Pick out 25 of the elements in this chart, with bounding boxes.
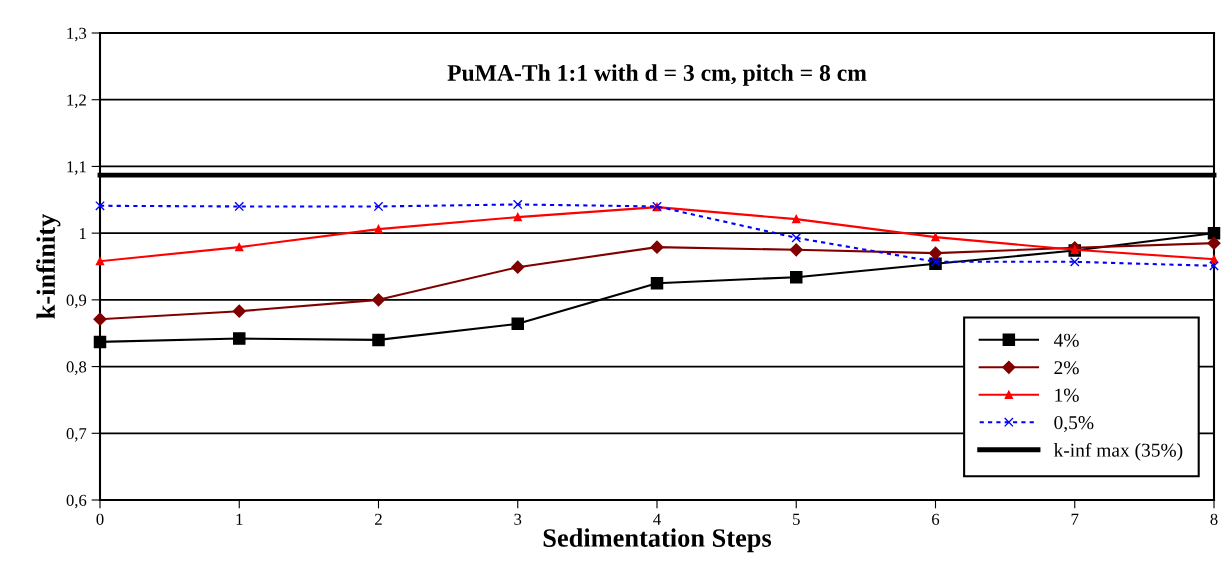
y-tick-label: 1,3 [67, 27, 87, 42]
legend-label: 0,5% [1054, 416, 1094, 433]
y-axis-title: k-infinity [36, 213, 61, 319]
legend-label: k-inf max (35%) [1053, 442, 1183, 461]
x-tick-label: 0 [96, 513, 104, 525]
y-tick-label: 0,7 [66, 427, 87, 442]
legend-label: 1% [1055, 388, 1079, 402]
y-tick-label: 0,8 [66, 361, 87, 375]
x-tick-label: 1 [236, 513, 243, 525]
x-tick-label: 7 [1071, 513, 1079, 525]
x-tick-label: 2 [375, 513, 382, 525]
x-tick-label: 8 [1210, 513, 1218, 525]
y-tick-label: 1,2 [67, 94, 86, 109]
y-tick-label: 1 [79, 227, 86, 239]
x-axis-title: Sedimentation Steps [543, 528, 772, 553]
x-tick-label: 6 [932, 513, 940, 525]
y-tick-label: 0,9 [66, 294, 87, 309]
x-tick-label: 4 [653, 513, 661, 525]
legend-label: 4% [1053, 333, 1079, 347]
y-tick-label: 1,1 [67, 161, 86, 175]
text: PuMA-Th 1:1 with d = 3 cm, pitch = 8 cm [447, 64, 867, 86]
legend-label: 2% [1054, 361, 1079, 375]
x-tick-label: 5 [793, 513, 800, 525]
x-tick-label: 3 [514, 513, 522, 525]
y-tick-label: 0,6 [66, 494, 87, 509]
